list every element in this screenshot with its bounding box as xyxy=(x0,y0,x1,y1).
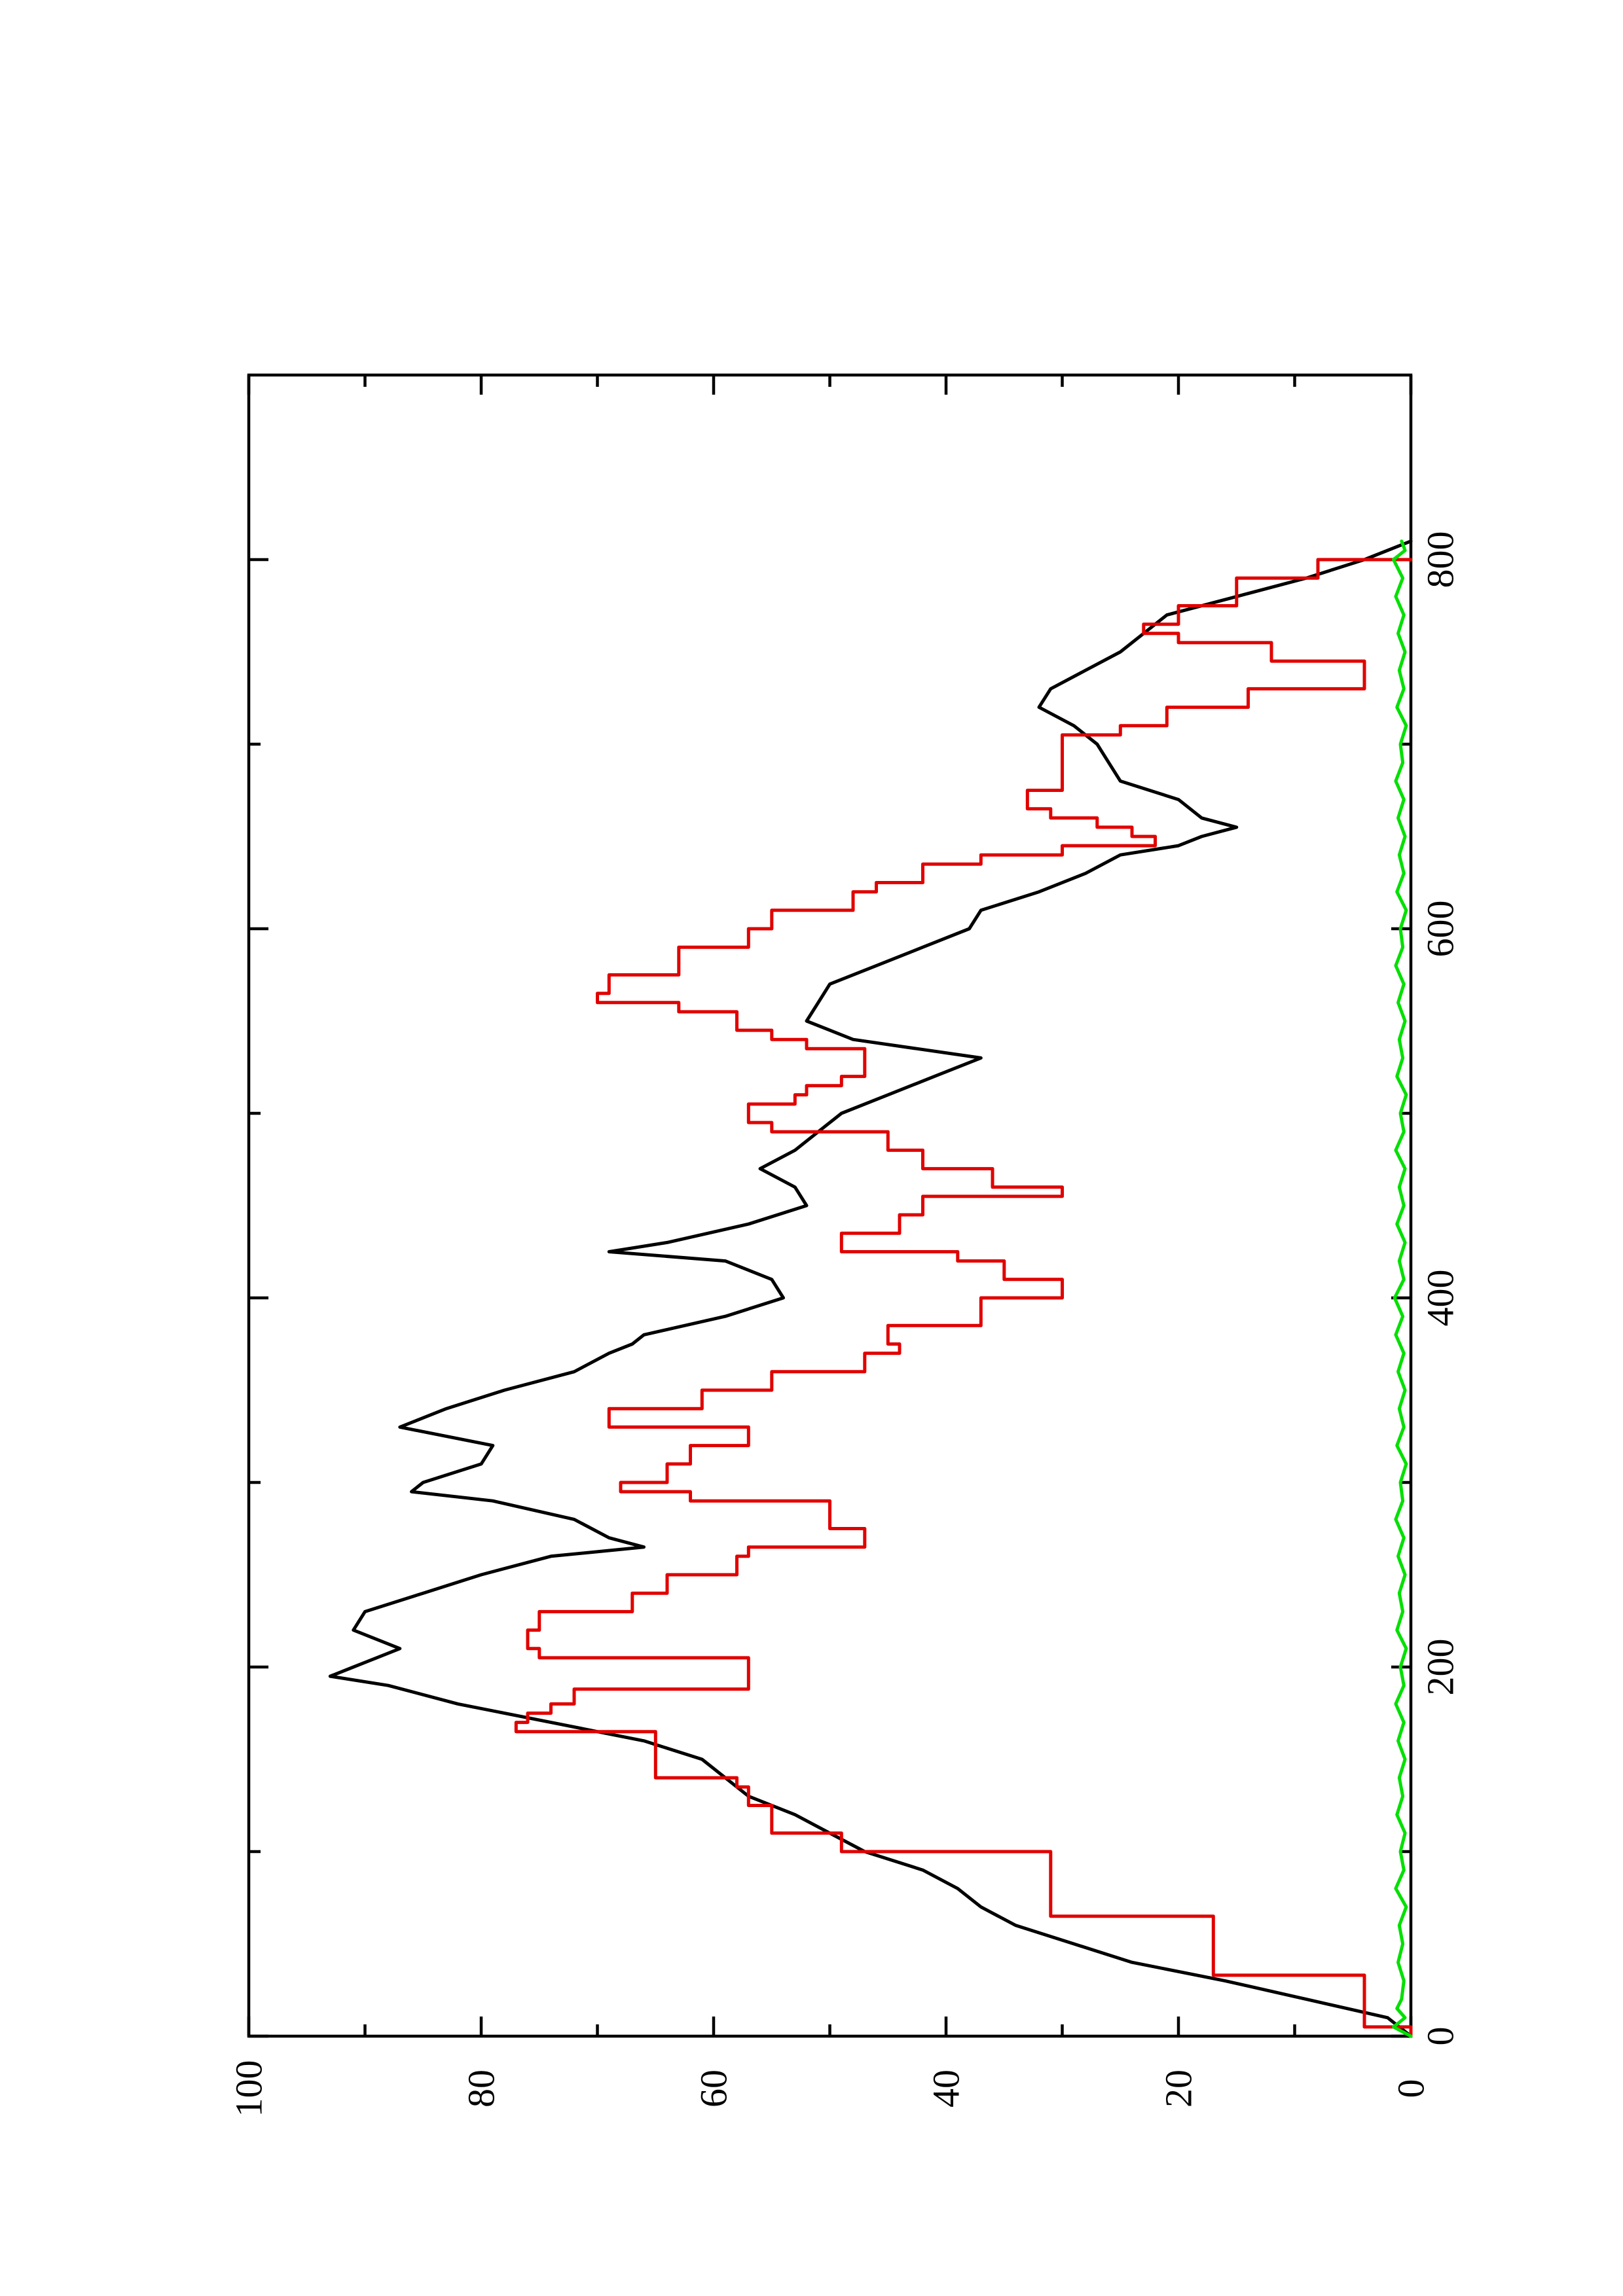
y-tick-label: 0 xyxy=(1390,2079,1432,2098)
x-tick-label: 800 xyxy=(1419,531,1462,588)
plot-frame xyxy=(247,373,1413,2038)
y-tick-label: 80 xyxy=(460,2070,503,2108)
series-layer xyxy=(328,539,1413,2038)
x-tick-label: 400 xyxy=(1419,1270,1462,1327)
y-tick-label: 20 xyxy=(1158,2070,1200,2108)
x-tick-label: 600 xyxy=(1419,901,1462,958)
y-tick-label: 40 xyxy=(925,2070,968,2108)
series-line-2 xyxy=(514,558,1413,2038)
x-tick-label: 200 xyxy=(1419,1639,1462,1696)
series-line-1 xyxy=(328,539,1413,2038)
axis-ticks xyxy=(247,375,1413,2038)
y-tick-label: 100 xyxy=(228,2060,270,2117)
series-line-3 xyxy=(1391,539,1413,2038)
axis-tick-labels: 0 200 400 600 800 0 20 40 60 80 100 xyxy=(228,531,1462,2117)
y-tick-label: 60 xyxy=(693,2070,735,2108)
x-tick-label: 0 xyxy=(1419,2027,1462,2046)
